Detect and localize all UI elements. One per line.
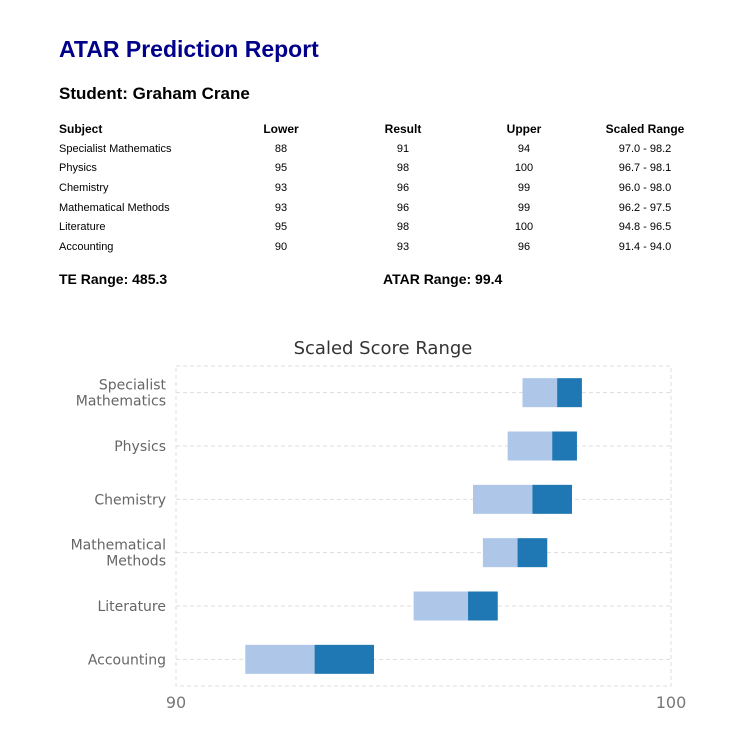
header-upper: Upper [506,122,542,136]
category-label: Mathematical Methods [71,538,166,570]
table-row: Accounting 90 93 96 91.4 - 94.0 [59,237,725,257]
table-row: Specialist Mathematics 88 91 94 97.0 - 9… [59,139,725,159]
table-row: Physics 95 98 100 96.7 - 98.1 [59,159,725,179]
cell-scaled-range: 96.7 - 98.1 [618,162,672,175]
bar-lower-segment [522,378,558,408]
atar-range: ATAR Range: 99.4 [383,271,503,287]
category-label: Accounting [88,652,166,668]
category-label: Literature [97,599,166,615]
category-label: Specialist Mathematics [76,378,167,410]
cell-subject: Accounting [59,240,114,253]
chart-grid [175,365,672,687]
bar-lower-segment [245,644,315,674]
cell-lower: 90 [274,240,288,253]
cell-result: 96 [396,181,410,194]
cell-upper: 100 [514,162,534,175]
header-result: Result [384,122,422,136]
table-row: Literature 95 98 100 94.8 - 96.5 [59,217,725,237]
header-lower: Lower [263,122,299,136]
table-header-row: Subject Lower Result Upper Scaled Range [59,119,725,139]
plot-frame [175,365,672,687]
chart-bars [245,378,582,674]
cell-scaled-range: 96.2 - 97.5 [618,201,672,214]
cell-result: 98 [396,221,410,234]
bar-upper-segment [517,538,548,568]
cell-lower: 93 [274,181,288,194]
scaled-score-chart: Scaled Score Range Specialist Mathematics… [71,338,687,712]
bar-lower-segment [473,484,533,514]
bar-upper-segment [557,378,582,408]
x-tick-label: 90 [166,693,186,712]
category-label: Chemistry [94,492,166,508]
cell-upper: 94 [517,142,531,155]
student-name: Student: Graham Crane [59,84,250,103]
cell-subject: Literature [59,221,106,234]
cell-upper: 96 [517,240,531,253]
cell-subject: Mathematical Methods [59,201,170,214]
cell-scaled-range: 91.4 - 94.0 [618,240,672,253]
scores-table: Subject Lower Result Upper Scaled Range … [59,119,725,257]
cell-subject: Physics [59,162,97,175]
category-label: Physics [114,439,166,455]
report-title: ATAR Prediction Report [59,36,319,62]
cell-subject: Specialist Mathematics [59,142,172,155]
chart-labels: Specialist Mathematics Physics Chemistry Mat… [71,378,167,669]
cell-scaled-range: 94.8 - 96.5 [618,221,672,234]
cell-lower: 95 [274,162,288,175]
bar-upper-segment [532,484,572,514]
bar-upper-segment [552,431,577,461]
table-row: Chemistry 93 96 99 96.0 - 98.0 [59,178,725,198]
cell-result: 98 [396,162,410,175]
cell-result: 91 [396,142,410,155]
cell-upper: 99 [517,201,531,214]
bar-upper-segment [468,591,498,621]
cell-scaled-range: 96.0 - 98.0 [618,181,672,194]
cell-lower: 95 [274,221,288,234]
chart-title: Scaled Score Range [294,338,473,359]
cell-lower: 88 [274,142,288,155]
bar-upper-segment [314,644,374,674]
chart-ticks: 90 100 [166,693,686,712]
cell-lower: 93 [274,201,288,214]
header-scaled-range: Scaled Range [605,122,685,136]
cell-upper: 99 [517,181,531,194]
cell-subject: Chemistry [59,181,109,194]
table-row: Mathematical Methods 93 96 99 96.2 - 97.… [59,198,725,218]
header-subject: Subject [59,122,103,136]
bar-lower-segment [507,431,553,461]
cell-result: 93 [396,240,410,253]
bar-lower-segment [482,538,518,568]
bar-lower-segment [413,591,469,621]
cell-result: 96 [396,201,410,214]
cell-upper: 100 [514,221,534,234]
cell-scaled-range: 97.0 - 98.2 [618,142,672,155]
te-range: TE Range: 485.3 [59,271,168,287]
x-tick-label: 100 [656,693,687,712]
